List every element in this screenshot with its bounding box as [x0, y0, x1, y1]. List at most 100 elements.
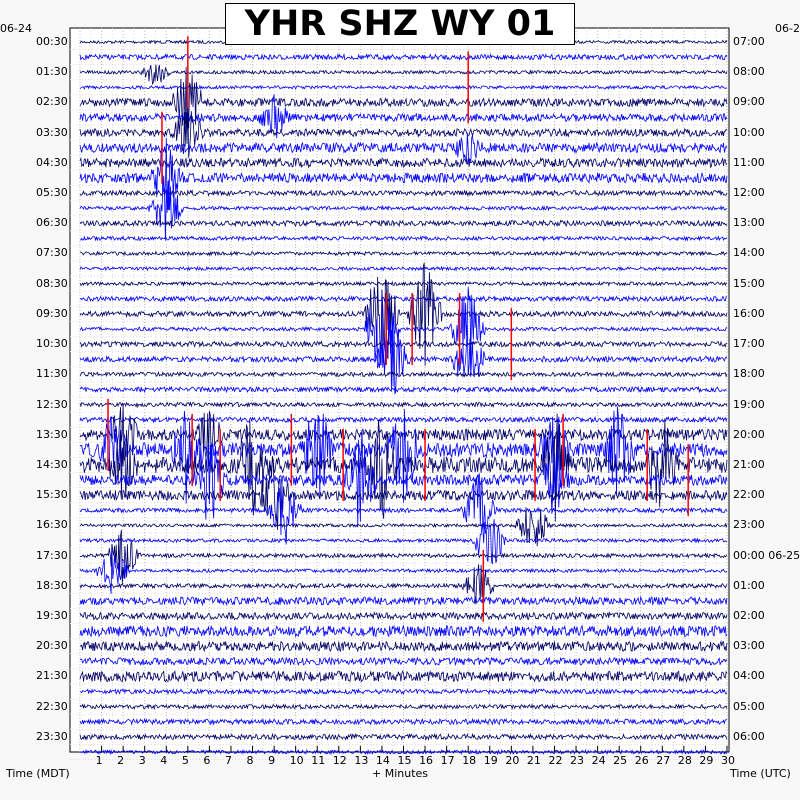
x-tick-label: 29 — [699, 754, 714, 767]
chart-title: YHR SHZ WY 01 — [225, 3, 575, 45]
x-tick-label: 16 — [419, 754, 434, 767]
right-time-label: 23:00 — [733, 518, 765, 532]
x-tick-label: 22 — [548, 754, 563, 767]
seismic-trace — [79, 400, 728, 409]
x-axis-ticks — [101, 746, 728, 752]
left-time-label: 22:30 — [36, 699, 68, 713]
left-time-label: 02:30 — [36, 95, 68, 109]
seismic-trace — [79, 406, 728, 504]
left-time-label: 16:30 — [36, 518, 68, 532]
seismic-trace — [79, 611, 728, 621]
left-time-label: 15:30 — [36, 488, 68, 502]
x-tick-label: 6 — [203, 754, 211, 767]
seismic-trace — [79, 235, 728, 242]
left-time-label: 04:30 — [36, 155, 68, 169]
x-tick-label: 10 — [289, 754, 304, 767]
seismic-trace — [79, 415, 728, 424]
seismic-trace — [79, 429, 728, 528]
left-time-label: 13:30 — [36, 427, 68, 441]
seismic-trace — [79, 564, 728, 605]
x-tick-label: 21 — [526, 754, 541, 767]
seismic-traces — [79, 36, 728, 756]
x-tick-label: 18 — [462, 754, 477, 767]
right-time-label: 13:00 — [733, 216, 765, 230]
left-time-label: 23:30 — [36, 729, 68, 743]
right-time-label: 20:00 — [733, 427, 765, 441]
seismic-trace — [79, 717, 728, 726]
left-time-label: 07:30 — [36, 246, 68, 260]
right-date-label: 06-2 — [775, 22, 800, 35]
right-time-label: 04:00 — [733, 669, 765, 683]
right-time-label: 21:00 — [733, 457, 765, 471]
left-time-label: 19:30 — [36, 609, 68, 623]
x-tick-label: 7 — [224, 754, 232, 767]
seismic-trace — [79, 687, 728, 696]
left-time-label: 12:30 — [36, 397, 68, 411]
x-tick-label: 2 — [117, 754, 125, 767]
x-tick-label: 14 — [375, 754, 390, 767]
right-time-label: 18:00 — [733, 367, 765, 381]
seismic-trace — [79, 179, 728, 241]
right-time-label: 01:00 — [733, 578, 765, 592]
seismic-trace — [79, 595, 728, 607]
seismic-trace — [79, 507, 728, 547]
x-tick-label: 25 — [613, 754, 628, 767]
x-tick-label: 17 — [440, 754, 455, 767]
x-tick-label: 19 — [483, 754, 498, 767]
seismic-trace — [79, 656, 728, 667]
seismic-trace — [79, 262, 728, 366]
seismic-trace — [79, 550, 728, 594]
right-time-label: 11:00 — [733, 155, 765, 169]
right-time-label: 00:00 06-25 — [733, 548, 800, 562]
x-tick-label: 26 — [634, 754, 649, 767]
seismic-trace — [79, 189, 728, 197]
seismic-trace — [79, 340, 728, 349]
seismic-trace — [79, 473, 728, 545]
x-tick-label: 28 — [677, 754, 692, 767]
seismic-trace — [79, 529, 728, 585]
seismic-trace — [79, 404, 728, 462]
right-time-label: 10:00 — [733, 125, 765, 139]
seismic-trace — [79, 519, 728, 565]
seismic-trace — [79, 669, 728, 683]
x-tick-label: 12 — [332, 754, 347, 767]
left-time-label: 08:30 — [36, 276, 68, 290]
right-time-label: 14:00 — [733, 246, 765, 260]
x-tick-label: 27 — [656, 754, 671, 767]
seismic-trace — [79, 370, 728, 378]
x-tick-label: 20 — [505, 754, 520, 767]
seismic-trace — [79, 156, 728, 169]
x-tick-label: 23 — [570, 754, 585, 767]
x-axis-label: + Minutes — [372, 767, 429, 780]
left-time-label: 11:30 — [36, 367, 68, 381]
right-time-label: 08:00 — [733, 65, 765, 79]
right-time-label: 02:00 — [733, 609, 765, 623]
right-time-label: 07:00 — [733, 35, 765, 48]
x-tick-label: 11 — [311, 754, 326, 767]
left-date-label: 06-24 — [0, 22, 32, 35]
x-tick-label: 24 — [591, 754, 606, 767]
left-time-label: 20:30 — [36, 639, 68, 653]
left-time-label: 05:30 — [36, 186, 68, 200]
right-time-label: 03:00 — [733, 639, 765, 653]
right-time-label: 09:00 — [733, 95, 765, 109]
x-tick-label: 13 — [354, 754, 369, 767]
right-time-label: 05:00 — [733, 699, 765, 713]
seismic-trace — [79, 624, 728, 638]
right-axis-label: Time (UTC) — [730, 767, 791, 780]
left-time-label: 17:30 — [36, 548, 68, 562]
right-time-label: 15:00 — [733, 276, 765, 290]
left-time-label: 14:30 — [36, 457, 68, 471]
seismic-trace — [79, 132, 728, 164]
seismic-trace — [79, 385, 727, 394]
x-tick-label: 15 — [397, 754, 412, 767]
seismic-trace — [79, 455, 728, 530]
x-tick-label: 30 — [721, 754, 735, 767]
left-time-label: 00:30 — [36, 35, 68, 48]
seismic-trace — [79, 732, 728, 742]
right-time-label: 12:00 — [733, 186, 765, 200]
left-time-label: 09:30 — [36, 306, 68, 320]
seismic-trace — [79, 413, 728, 522]
left-time-label: 21:30 — [36, 669, 68, 683]
